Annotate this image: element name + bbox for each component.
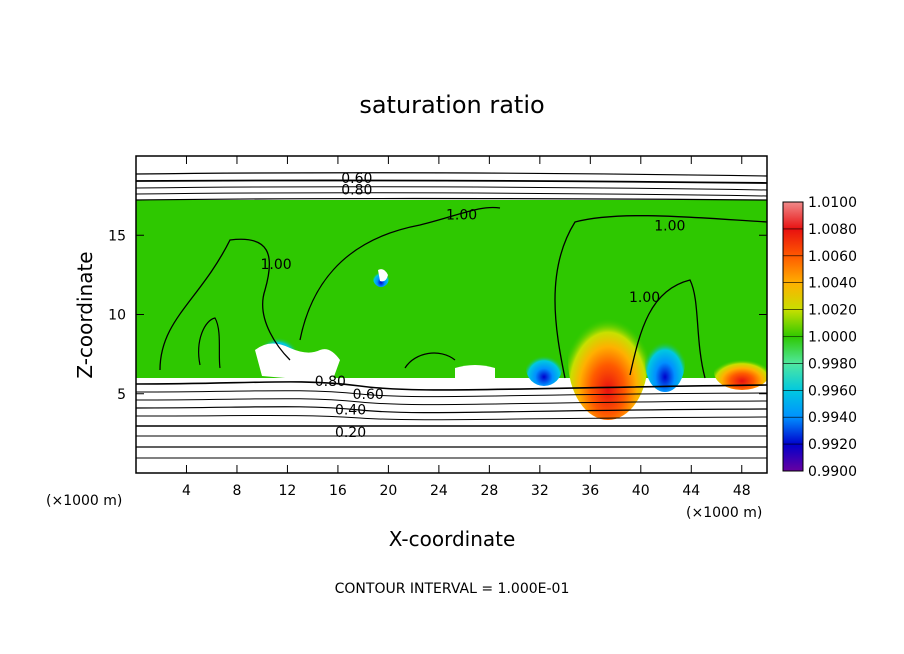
colorbar-label: 1.0020 [808, 303, 857, 319]
colorbar-band [783, 444, 803, 472]
x-tick-label: 4 [182, 483, 191, 499]
colorbar-label: 0.9920 [808, 437, 857, 453]
x-axis-ticks: 4 8 12 16 20 24 28 32 36 40 44 48 [182, 156, 751, 499]
colorbar-band [783, 309, 803, 337]
contour-label: 0.40 [335, 403, 366, 419]
warm-core-36km [568, 300, 648, 420]
x-axis-label: X-coordinate [389, 527, 516, 551]
x-unit-right: (×1000 m) [686, 505, 762, 521]
x-tick-label: 32 [531, 483, 549, 499]
x-tick-label: 40 [632, 483, 650, 499]
cool-spot-42km [645, 332, 685, 392]
colorbar-band [783, 228, 803, 257]
x-tick-label: 44 [682, 483, 700, 499]
colorbar-band [783, 202, 803, 230]
contour-label: 1.00 [446, 208, 477, 224]
cool-spot-33km [526, 350, 562, 386]
x-tick-label: 48 [733, 483, 751, 499]
x-tick-label: 12 [279, 483, 297, 499]
contour-label: 0.80 [315, 374, 346, 390]
colorbar-label: 0.9980 [808, 356, 857, 372]
colorbar-label: 1.0000 [808, 330, 857, 346]
x-tick-label: 28 [480, 483, 498, 499]
colorbar-band [783, 336, 803, 364]
contour-label: 0.20 [335, 425, 366, 441]
x-tick-label: 24 [430, 483, 448, 499]
contour-labels: 0.600.801.001.001.001.000.800.600.400.20 [260, 171, 685, 441]
x-tick-label: 16 [329, 483, 347, 499]
colorbar-band [783, 255, 803, 284]
x-tick-label: 36 [581, 483, 599, 499]
colorbar-band [783, 282, 803, 311]
contour-interval-note: CONTOUR INTERVAL = 1.000E-01 [335, 581, 570, 597]
y-axis-ticks: 5 10 15 [108, 228, 767, 403]
colorbar-label: 1.0100 [808, 195, 857, 211]
white-cloud-patch-3 [378, 269, 388, 282]
y-tick-label: 5 [117, 387, 126, 403]
colorbar-label: 1.0040 [808, 276, 857, 292]
colorbar-label: 1.0080 [808, 222, 857, 238]
colorbar-band [783, 417, 803, 445]
contour-label: 0.60 [353, 387, 384, 403]
contour-label: 1.00 [654, 219, 685, 235]
contour-label: 0.80 [341, 182, 372, 198]
white-cloud-patch-2 [455, 365, 495, 378]
contour-lines [136, 172, 767, 459]
y-axis-label: Z-coordinate [73, 251, 97, 378]
colorbar-label: 0.9960 [808, 383, 857, 399]
contour-label: 1.00 [629, 290, 660, 306]
contour-label: 1.00 [260, 257, 291, 273]
x-tick-label: 20 [379, 483, 397, 499]
colorbar-band [783, 363, 803, 391]
y-tick-label: 15 [108, 228, 126, 244]
colorbar: 1.0100 1.0080 1.0060 1.0040 1.0020 1.0000 0.99… [782, 195, 857, 480]
x-unit-left: (×1000 m) [46, 493, 122, 509]
colorbar-label: 0.9900 [808, 464, 857, 480]
colorbar-label: 1.0060 [808, 249, 857, 265]
colorbar-band [783, 390, 803, 418]
warm-spot-48km [714, 354, 767, 390]
y-tick-label: 10 [108, 308, 126, 324]
colorbar-label: 0.9940 [808, 410, 857, 426]
chart-title: saturation ratio [359, 91, 544, 119]
white-cloud-patch [255, 343, 340, 382]
x-tick-label: 8 [232, 483, 241, 499]
contour-label: 0.60 [341, 171, 372, 187]
